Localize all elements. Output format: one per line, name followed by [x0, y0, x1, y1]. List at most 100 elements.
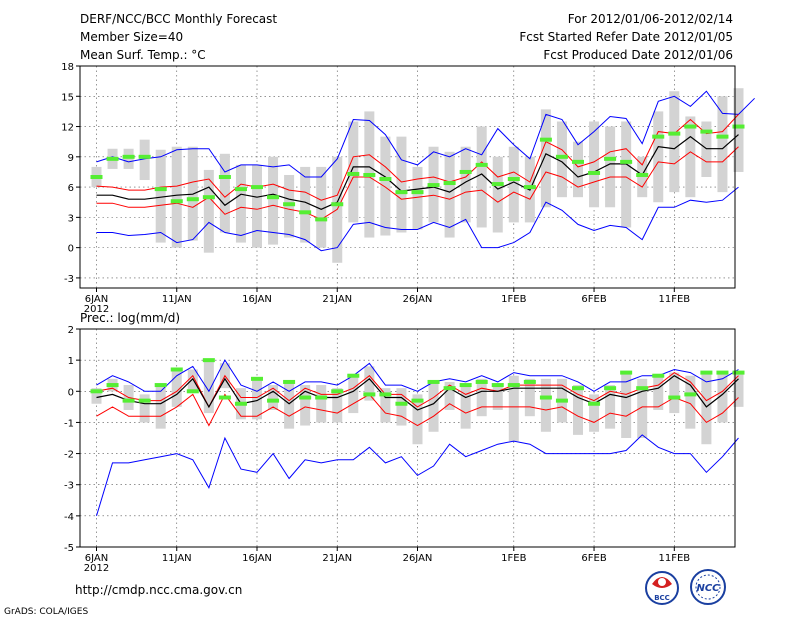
x-tick-label: 26JAN — [403, 294, 433, 305]
x-tick-label: 2012 — [84, 563, 109, 574]
footer-url[interactable]: http://cmdp.ncc.cma.gov.cn — [75, 583, 242, 597]
spread-bar — [316, 385, 327, 423]
observed-marker — [716, 134, 729, 139]
spread-bar — [412, 166, 423, 230]
y-tick-label: 2 — [68, 325, 74, 336]
observed-marker — [106, 156, 119, 161]
y-tick-label: 6 — [68, 183, 74, 194]
x-tick-label: 11FEB — [658, 553, 690, 564]
spread-bar — [316, 166, 327, 248]
spread-bar — [605, 385, 616, 429]
observed-marker — [668, 131, 681, 136]
spread-bar — [332, 388, 343, 423]
spread-bar — [669, 372, 680, 414]
observed-marker — [732, 124, 745, 129]
observed-marker — [684, 124, 697, 129]
observed-marker — [90, 175, 103, 179]
spread-bar — [155, 149, 166, 243]
observed-marker — [555, 398, 568, 403]
y-tick-label: -5 — [64, 543, 74, 554]
observed-marker — [170, 199, 183, 204]
spread-bar — [219, 153, 230, 233]
observed-marker — [652, 373, 665, 378]
observed-marker — [170, 367, 183, 372]
spread-bar — [573, 141, 583, 198]
spread-bar — [701, 372, 712, 445]
spread-bar — [685, 375, 696, 429]
y-tick-label: -2 — [64, 450, 74, 461]
spread-bar — [300, 166, 311, 243]
x-tick-label: 2012 — [84, 304, 109, 315]
spread-bar — [717, 372, 728, 423]
bcc-logo-text: BCC — [654, 594, 670, 602]
observed-marker — [652, 134, 665, 139]
series-ens_max-line — [96, 90, 755, 178]
spread-bar — [123, 148, 134, 169]
observed-marker — [202, 195, 215, 200]
y-tick-label: -3 — [64, 274, 74, 285]
spread-bar — [508, 146, 519, 223]
series-max-line — [96, 186, 739, 252]
spread-bar — [540, 378, 551, 432]
observed-marker — [106, 383, 119, 388]
spread-bar — [621, 121, 632, 228]
spread-bar — [540, 109, 551, 208]
spread-bar — [717, 96, 728, 193]
observed-marker — [491, 182, 504, 187]
observed-marker — [315, 395, 328, 400]
observed-marker — [443, 386, 456, 391]
x-tick-label: 11JAN — [162, 553, 192, 564]
spread-bar — [396, 388, 407, 426]
x-tick-label: 26JAN — [403, 553, 433, 564]
y-tick-label: 18 — [61, 62, 74, 73]
observed-marker — [539, 137, 552, 142]
x-tick-label: 16JAN — [242, 294, 272, 305]
observed-marker — [299, 210, 312, 215]
precip-panel-title: Prec.: log(mm/d) — [80, 311, 180, 325]
spread-bar — [284, 381, 295, 429]
observed-marker — [620, 159, 633, 164]
observed-marker — [475, 379, 488, 384]
x-tick-label: 11JAN — [162, 294, 192, 305]
observed-marker — [363, 172, 376, 177]
spread-bar — [203, 169, 214, 253]
spread-bar — [380, 388, 391, 423]
observed-marker — [427, 379, 440, 384]
observed-marker — [572, 159, 584, 164]
observed-marker — [315, 217, 328, 222]
observed-marker — [283, 379, 296, 384]
observed-marker — [507, 383, 520, 388]
observed-marker — [186, 389, 199, 394]
y-tick-label: 0 — [68, 387, 74, 398]
observed-marker — [732, 370, 745, 375]
spread-bar — [460, 385, 471, 429]
y-tick-label: 1 — [68, 356, 74, 367]
observed-marker — [523, 379, 536, 384]
observed-marker — [572, 386, 584, 391]
header-member-size: Member Size=40 — [80, 30, 183, 44]
observed-marker — [267, 195, 280, 200]
plot-frame — [79, 328, 736, 548]
observed-marker — [491, 383, 504, 388]
observed-marker — [411, 190, 424, 195]
x-tick-label: 6JAN — [85, 294, 108, 305]
x-tick-label: 16JAN — [242, 553, 272, 564]
spread-bar — [460, 146, 471, 223]
observed-marker — [555, 154, 568, 159]
observed-marker — [379, 177, 392, 182]
x-tick-label: 1FEB — [501, 553, 526, 564]
observed-marker — [251, 376, 263, 381]
observed-marker — [539, 395, 552, 400]
observed-marker — [363, 392, 376, 397]
observed-marker — [202, 358, 215, 363]
spread-bar — [476, 126, 487, 228]
observed-marker — [283, 202, 296, 207]
header-produced-date: Fcst Produced Date 2012/01/06 — [543, 48, 733, 62]
y-tick-label: 12 — [61, 123, 74, 134]
observed-marker — [186, 197, 199, 202]
spread-bar — [139, 139, 150, 181]
observed-marker — [443, 181, 456, 186]
observed-marker — [620, 370, 633, 375]
